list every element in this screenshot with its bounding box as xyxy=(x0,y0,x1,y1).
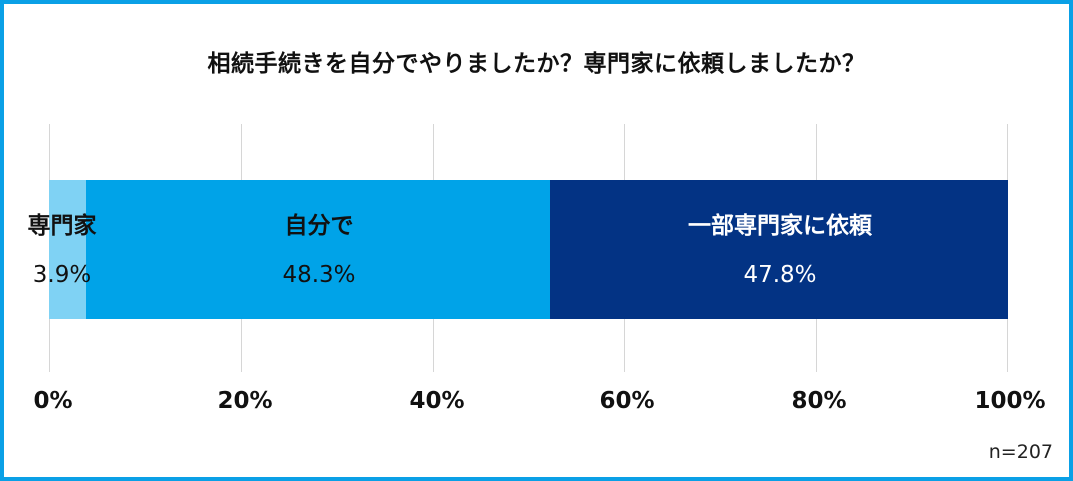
label-partial-value: 47.8% xyxy=(743,262,817,288)
sample-size-note: n=207 xyxy=(988,441,1053,463)
x-tick-40: 40% xyxy=(409,388,465,414)
x-tick-100: 100% xyxy=(974,388,1046,414)
label-self-name: 自分で xyxy=(284,213,354,239)
label-partial-name: 一部専門家に依頼 xyxy=(688,213,872,239)
chart-title: 相続手続きを自分でやりましたか？専門家に依頼しましたか？ xyxy=(207,51,866,77)
plot-area xyxy=(49,124,1008,372)
bar-segment-self xyxy=(86,180,550,319)
x-tick-0: 0% xyxy=(33,388,73,414)
bar-segment-professional xyxy=(49,180,87,319)
label-professional-name: 専門家 xyxy=(27,213,97,239)
x-tick-20: 20% xyxy=(217,388,273,414)
label-self-value: 48.3% xyxy=(282,262,356,288)
x-tick-80: 80% xyxy=(791,388,847,414)
bar-segment-partial-professional xyxy=(549,180,1008,319)
x-tick-60: 60% xyxy=(599,388,655,414)
stacked-bar xyxy=(49,180,1011,319)
label-professional-value: 3.9% xyxy=(32,262,92,288)
